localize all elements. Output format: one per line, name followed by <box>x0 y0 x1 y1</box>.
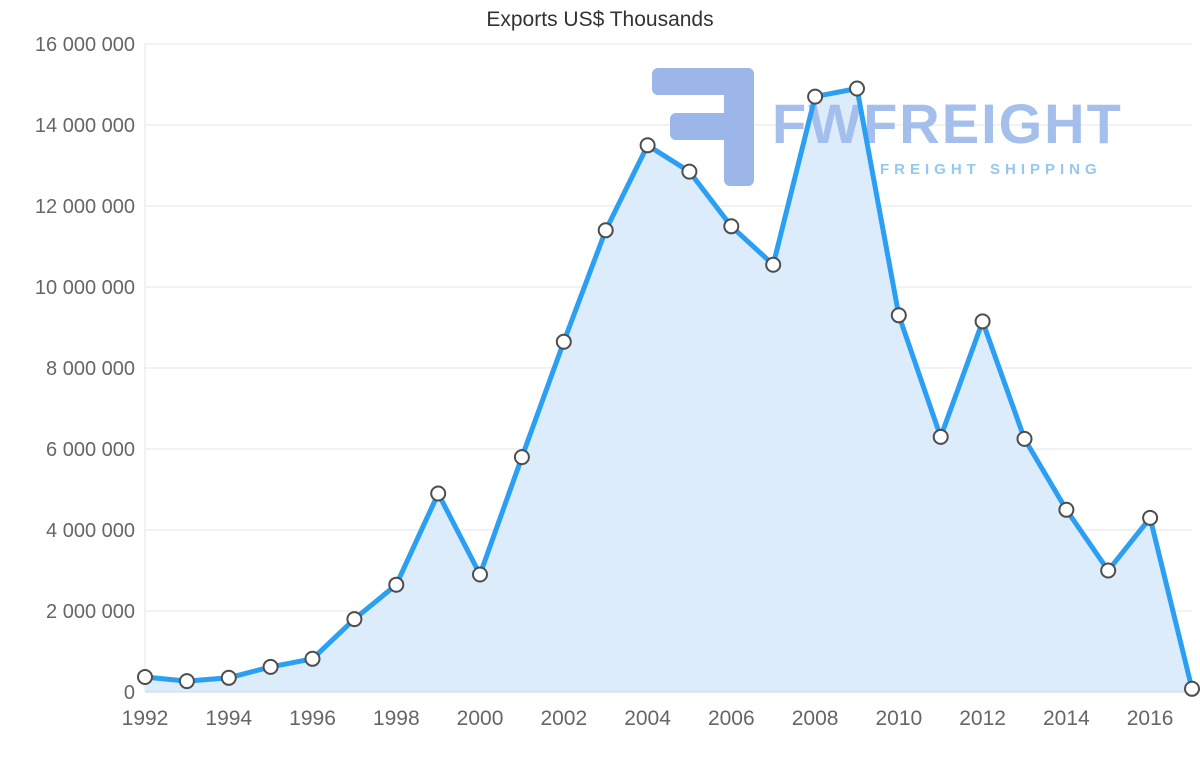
data-point-marker[interactable] <box>723 218 740 235</box>
x-axis-label: 2000 <box>457 707 504 730</box>
area-fill <box>145 88 1192 692</box>
x-axis-label: 2014 <box>1043 707 1090 730</box>
data-point-marker[interactable] <box>1100 562 1117 579</box>
x-axis-label: 1998 <box>373 707 420 730</box>
y-axis-label: 2 000 000 <box>46 601 135 623</box>
x-axis-label: 1992 <box>122 707 169 730</box>
x-axis-label: 1994 <box>205 707 252 730</box>
data-point-marker[interactable] <box>220 669 237 686</box>
data-point-marker[interactable] <box>262 658 279 675</box>
y-axis-label: 6 000 000 <box>46 439 135 461</box>
data-point-marker[interactable] <box>1016 430 1033 447</box>
logo-bar-middle <box>670 113 754 140</box>
data-point-marker[interactable] <box>639 137 656 154</box>
y-axis-label: 4 000 000 <box>46 520 135 542</box>
data-point-marker[interactable] <box>1184 680 1200 697</box>
y-axis-label: 12 000 000 <box>35 196 135 218</box>
data-point-marker[interactable] <box>597 222 614 239</box>
data-point-marker[interactable] <box>974 313 991 330</box>
fwfreight-logo-icon <box>652 68 754 186</box>
data-point-marker[interactable] <box>555 333 572 350</box>
data-point-marker[interactable] <box>513 449 530 466</box>
data-point-marker[interactable] <box>765 256 782 273</box>
data-point-marker[interactable] <box>137 669 153 685</box>
y-axis-label: 0 <box>124 682 135 704</box>
chart-title: Exports US$ Thousands <box>486 8 714 31</box>
x-axis-label: 1996 <box>289 707 336 730</box>
x-axis-label: 2010 <box>875 707 922 730</box>
watermark-tagline: FREIGHT SHIPPING <box>880 161 1102 178</box>
watermark: FWFREIGHT FREIGHT SHIPPING <box>652 68 1123 186</box>
x-axis-label: 2008 <box>792 707 839 730</box>
data-point-marker[interactable] <box>430 485 447 502</box>
logo-bar-top <box>652 68 754 95</box>
data-point-marker[interactable] <box>681 163 698 180</box>
data-point-marker[interactable] <box>932 428 949 445</box>
y-axis-label: 8 000 000 <box>46 358 135 380</box>
data-point-marker[interactable] <box>472 566 488 583</box>
data-point-marker[interactable] <box>807 88 824 105</box>
y-axis-label: 10 000 000 <box>35 277 135 299</box>
data-point-marker[interactable] <box>388 576 405 593</box>
data-point-marker[interactable] <box>1142 509 1159 526</box>
data-point-marker[interactable] <box>849 80 865 97</box>
x-axis-label: 2004 <box>624 707 671 730</box>
data-point-marker[interactable] <box>304 650 321 667</box>
data-point-marker[interactable] <box>178 673 195 690</box>
x-axis-label: 2012 <box>959 707 1006 730</box>
y-axis-labels: 0 2 000 000 4 000 000 6 000 000 8 000 000 10 … <box>35 34 135 704</box>
data-point-marker[interactable] <box>346 611 363 628</box>
series-line <box>142 86 1195 692</box>
data-point-markers <box>137 80 1200 697</box>
watermark-brand: FWFREIGHT <box>772 92 1123 155</box>
x-axis-label: 2002 <box>540 707 587 730</box>
x-axis-label: 2016 <box>1127 707 1174 730</box>
y-axis-label: 16 000 000 <box>35 34 135 56</box>
data-point-marker[interactable] <box>890 307 907 324</box>
x-axis-label: 2006 <box>708 707 755 730</box>
data-point-marker[interactable] <box>1058 501 1075 518</box>
x-axis-labels: 1992 1994 1996 1998 2000 2002 2004 2006 2008 2010… <box>122 707 1174 730</box>
y-axis-label: 14 000 000 <box>35 115 135 137</box>
